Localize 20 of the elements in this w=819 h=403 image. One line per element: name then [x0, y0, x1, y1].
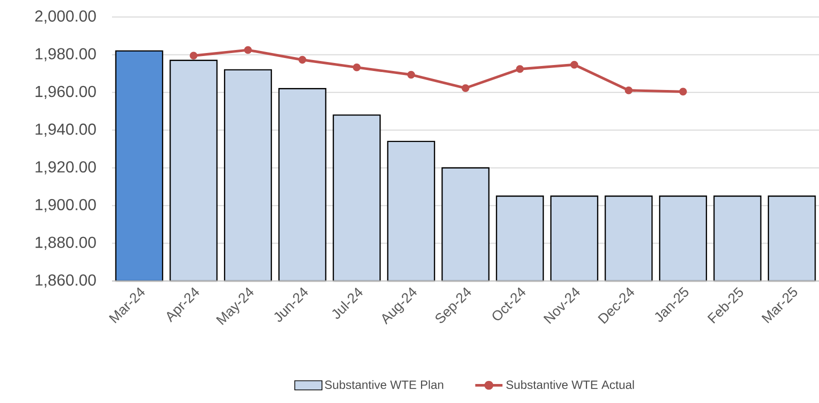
point — [570, 60, 578, 69]
point — [516, 65, 524, 73]
point — [244, 46, 252, 54]
point — [298, 56, 306, 64]
y-tick-label: 1,920.00 — [36, 161, 96, 174]
y-tick-label: 1,980.00 — [36, 48, 96, 62]
y-tick-label: 1,960.00 — [36, 86, 96, 100]
legend-label: Substantive WTE Actual — [506, 380, 634, 389]
y-tick-label: 1,900.00 — [36, 198, 96, 212]
legend-label: Substantive WTE Plan — [324, 380, 444, 389]
point — [352, 63, 361, 72]
point — [407, 70, 416, 79]
y-tick-label: 1,940.00 — [36, 124, 96, 137]
y-tick-label: 2,000.00 — [35, 10, 96, 24]
point — [462, 84, 470, 92]
y-tick-label: 1,880.00 — [36, 236, 96, 250]
point — [190, 52, 198, 60]
point — [679, 88, 687, 96]
y-tick-label: 1,860.00 — [36, 274, 96, 288]
point — [624, 86, 633, 94]
